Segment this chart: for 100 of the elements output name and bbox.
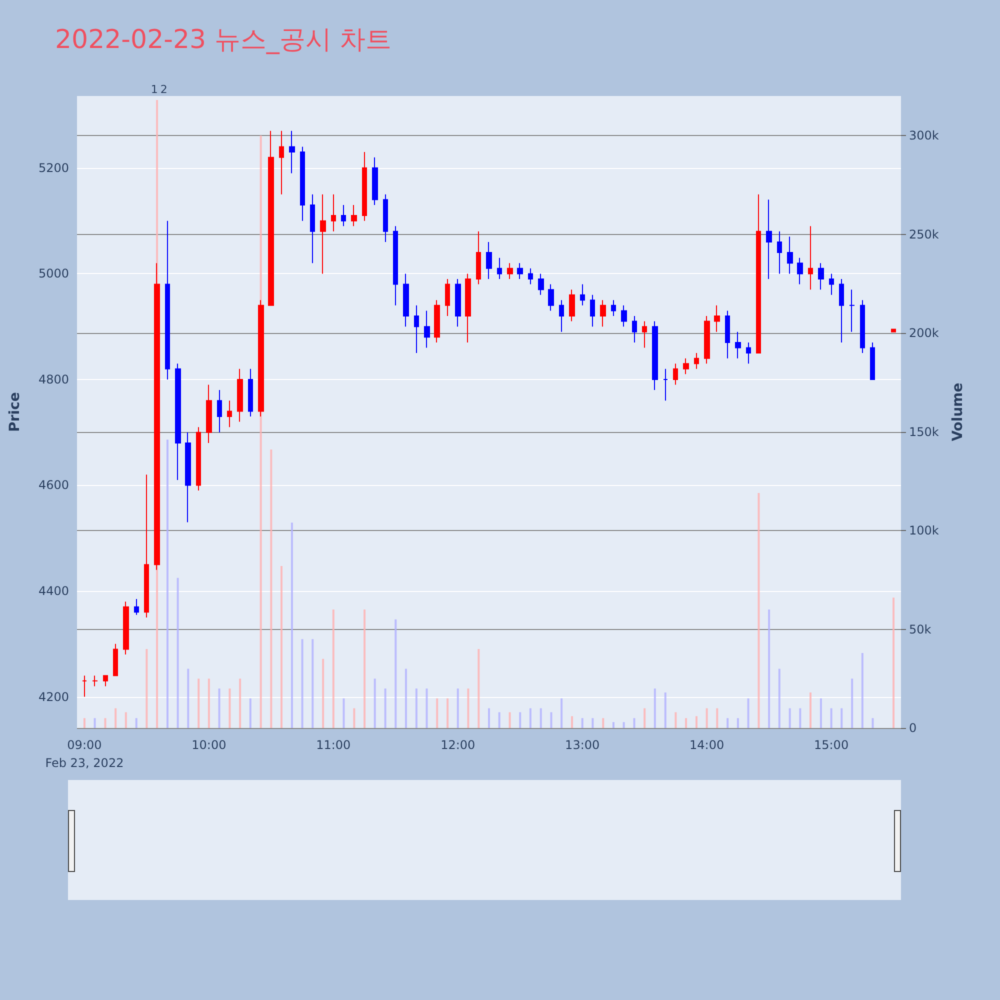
bar (239, 678, 242, 728)
bar (872, 718, 874, 728)
bar (124, 712, 127, 728)
bar (415, 688, 418, 728)
y-tick-label: 5200 (38, 160, 69, 175)
bar (560, 698, 563, 728)
y2-axis-title: Volume (950, 382, 966, 442)
bar (508, 712, 511, 728)
bar (426, 688, 428, 728)
candlestick (424, 310, 430, 348)
bar (540, 708, 542, 728)
x-tick-label: 11:00 (316, 738, 351, 752)
bar (83, 718, 86, 728)
candlestick (725, 310, 730, 359)
y2-tick-label: 50k (909, 622, 932, 636)
candlestick (476, 230, 481, 285)
candlestick (403, 273, 409, 328)
annotation: 1 (150, 83, 158, 96)
candlestick (673, 363, 678, 386)
candlestick (497, 257, 502, 280)
bar (892, 598, 895, 728)
candlestick (237, 368, 243, 422)
candlestick (144, 474, 149, 618)
candlestick (383, 194, 388, 242)
y2-tick-label: 0 (909, 721, 917, 735)
candlestick (310, 194, 315, 264)
y-axis-title: Price (7, 392, 23, 432)
candlestick (248, 368, 253, 417)
bar (114, 708, 117, 728)
bar (726, 718, 729, 728)
bar (602, 718, 604, 728)
bar (166, 440, 168, 728)
candlestick (580, 284, 585, 306)
bar (685, 718, 688, 728)
candlestick (331, 194, 336, 232)
candlestick (621, 304, 627, 328)
candlestick (528, 268, 533, 285)
bar (478, 649, 480, 728)
bar (861, 652, 864, 728)
candlestick (569, 289, 575, 322)
candlestick (746, 342, 751, 364)
bar (404, 668, 407, 728)
candlestick (538, 273, 544, 296)
candlestick (818, 262, 824, 290)
bar (146, 649, 148, 728)
candlestick (766, 199, 772, 280)
bar (716, 708, 718, 728)
candlestick (517, 262, 523, 280)
candlestick (465, 273, 471, 343)
candlestick (839, 278, 844, 343)
bar (768, 610, 770, 728)
candlestick (113, 643, 118, 676)
candlestick (891, 328, 896, 332)
bar (488, 708, 490, 728)
bar (810, 692, 812, 728)
candlestick (642, 320, 647, 348)
y-tick-label: 4400 (38, 584, 69, 598)
candlestick (393, 226, 398, 306)
bar (456, 688, 459, 728)
bar (436, 698, 438, 728)
y2-tick-label: 200k (909, 326, 939, 340)
bar (104, 718, 106, 728)
bar (342, 698, 345, 728)
bar (332, 610, 334, 728)
bar (612, 722, 614, 728)
bar (788, 708, 791, 728)
candlestick (268, 130, 274, 306)
candlestick (849, 289, 855, 332)
x-tick-label: 10:00 (192, 738, 226, 752)
x-tick-label: 14:00 (690, 738, 724, 752)
candlestick (559, 300, 564, 332)
y-tick-label: 4800 (38, 372, 69, 386)
candlestick (134, 598, 139, 616)
candlestick (206, 384, 212, 444)
bar (322, 658, 324, 728)
candlestick (797, 257, 803, 285)
bar (840, 708, 843, 728)
bar (571, 716, 574, 728)
bar (664, 692, 666, 728)
candlestick (175, 363, 181, 480)
bar (208, 678, 210, 728)
bar (550, 712, 552, 728)
candlestick (829, 273, 834, 296)
bar (218, 688, 220, 728)
bar (830, 708, 832, 728)
x-tick-label: 09:00 Feb 23, 2022 (45, 738, 124, 770)
bar (364, 610, 366, 728)
bar (592, 718, 594, 728)
bar (301, 639, 304, 728)
bar (695, 716, 698, 728)
candlestick (351, 204, 357, 227)
x-tick-label: 15:00 (814, 738, 849, 752)
candlestick (320, 194, 326, 274)
candlestick (217, 390, 222, 433)
bar (820, 698, 822, 728)
candlestick (735, 331, 741, 359)
bar (280, 566, 283, 728)
candlestick (548, 284, 554, 312)
candlestick (611, 300, 616, 317)
candlestick (600, 300, 606, 328)
